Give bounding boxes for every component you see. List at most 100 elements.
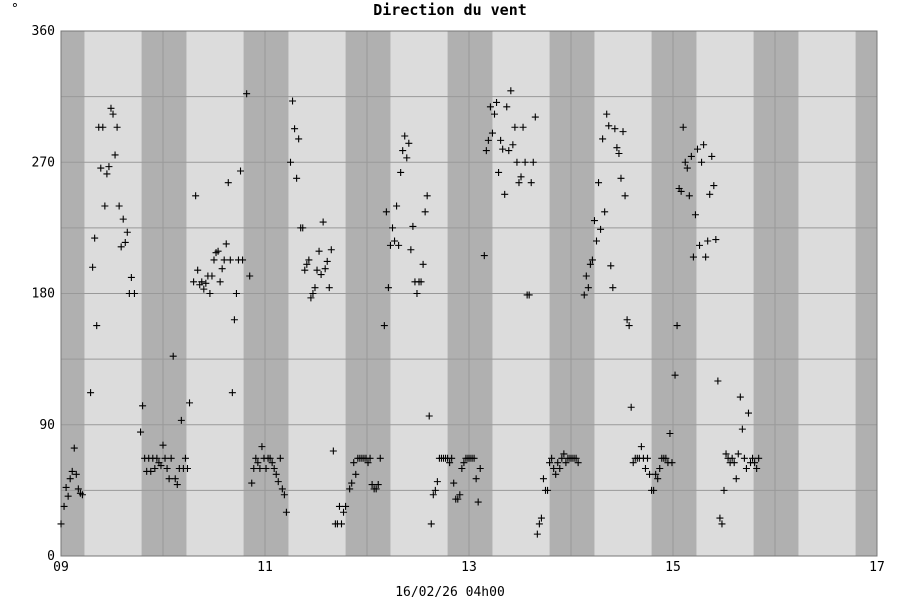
- data-point: [681, 158, 689, 166]
- data-point: [256, 465, 264, 472]
- data-point: [650, 486, 658, 494]
- data-point: [683, 164, 691, 172]
- data-point: [111, 151, 119, 159]
- data-point: [687, 152, 695, 160]
- data-points: [57, 87, 763, 538]
- data-point: [491, 110, 498, 118]
- data-point: [689, 253, 697, 261]
- data-point: [517, 173, 525, 181]
- data-point: [239, 256, 247, 264]
- data-point: [693, 145, 701, 153]
- data-point: [407, 246, 415, 254]
- data-point: [615, 150, 623, 157]
- data-point: [307, 294, 315, 302]
- data-point: [123, 228, 131, 236]
- data-point: [556, 465, 564, 472]
- data-point: [393, 202, 401, 210]
- data-point: [374, 481, 382, 489]
- data-point: [433, 478, 441, 486]
- data-point: [712, 236, 720, 244]
- data-point: [397, 168, 405, 176]
- data-point: [529, 158, 537, 166]
- data-point: [456, 491, 464, 499]
- data-point: [546, 459, 554, 467]
- data-point: [673, 322, 681, 330]
- data-point: [744, 409, 752, 417]
- data-point: [389, 224, 396, 232]
- data-point: [163, 465, 171, 472]
- data-point: [200, 285, 208, 293]
- data-point: [503, 103, 511, 111]
- data-point: [386, 241, 394, 249]
- data-point: [586, 260, 594, 268]
- data-point: [208, 272, 216, 280]
- data-point: [190, 278, 198, 286]
- data-point: [399, 147, 407, 155]
- data-point: [109, 110, 117, 118]
- data-point: [319, 218, 327, 226]
- data-point: [740, 454, 748, 462]
- data-point: [537, 514, 545, 522]
- data-point: [734, 450, 742, 458]
- data-point: [505, 147, 513, 155]
- data-point: [62, 483, 70, 491]
- data-point: [482, 147, 490, 155]
- data-point: [194, 266, 202, 274]
- data-point: [103, 170, 111, 178]
- data-point: [603, 110, 611, 118]
- data-point: [738, 425, 746, 433]
- data-point: [315, 247, 323, 255]
- data-point: [252, 454, 260, 462]
- data-point: [91, 234, 99, 242]
- x-axis-ticks: 09 11 13 15 17: [53, 560, 885, 575]
- data-point: [376, 454, 384, 462]
- data-point: [446, 459, 454, 467]
- data-point: [460, 459, 468, 467]
- data-point: [137, 428, 145, 436]
- data-point: [698, 158, 706, 166]
- data-point: [139, 402, 147, 410]
- data-point: [431, 486, 439, 494]
- y-tick-label: 0: [47, 549, 55, 564]
- data-point: [147, 467, 155, 475]
- data-point: [609, 284, 617, 292]
- data-point: [419, 260, 427, 268]
- data-point: [617, 174, 625, 182]
- data-point: [287, 158, 294, 166]
- data-point: [368, 481, 376, 489]
- data-point: [671, 371, 679, 379]
- data-point: [580, 291, 588, 299]
- data-point: [605, 122, 613, 130]
- data-point: [186, 399, 194, 407]
- data-point: [228, 389, 236, 397]
- x-tick-label: 11: [257, 560, 273, 575]
- data-point: [64, 492, 72, 500]
- data-point: [372, 485, 380, 493]
- data-point: [417, 278, 425, 286]
- data-point: [230, 316, 238, 324]
- data-point: [352, 470, 360, 478]
- data-point: [117, 243, 125, 251]
- data-point: [607, 262, 615, 270]
- data-point: [321, 265, 329, 273]
- data-point: [685, 192, 693, 200]
- data-point: [327, 246, 335, 254]
- data-point: [274, 478, 282, 486]
- data-point: [169, 352, 177, 360]
- data-point: [218, 265, 226, 273]
- data-point: [736, 393, 744, 401]
- y-tick-label: 360: [32, 24, 55, 39]
- data-point: [584, 284, 592, 292]
- data-point: [153, 454, 161, 462]
- data-point: [183, 465, 191, 472]
- data-point: [250, 465, 258, 472]
- data-point: [161, 454, 169, 462]
- data-point: [270, 465, 278, 472]
- data-point: [668, 459, 676, 467]
- data-point: [380, 322, 388, 330]
- data-point: [151, 465, 159, 472]
- data-point: [115, 202, 123, 210]
- data-point: [708, 152, 716, 160]
- data-point: [656, 465, 664, 472]
- data-point: [119, 215, 127, 223]
